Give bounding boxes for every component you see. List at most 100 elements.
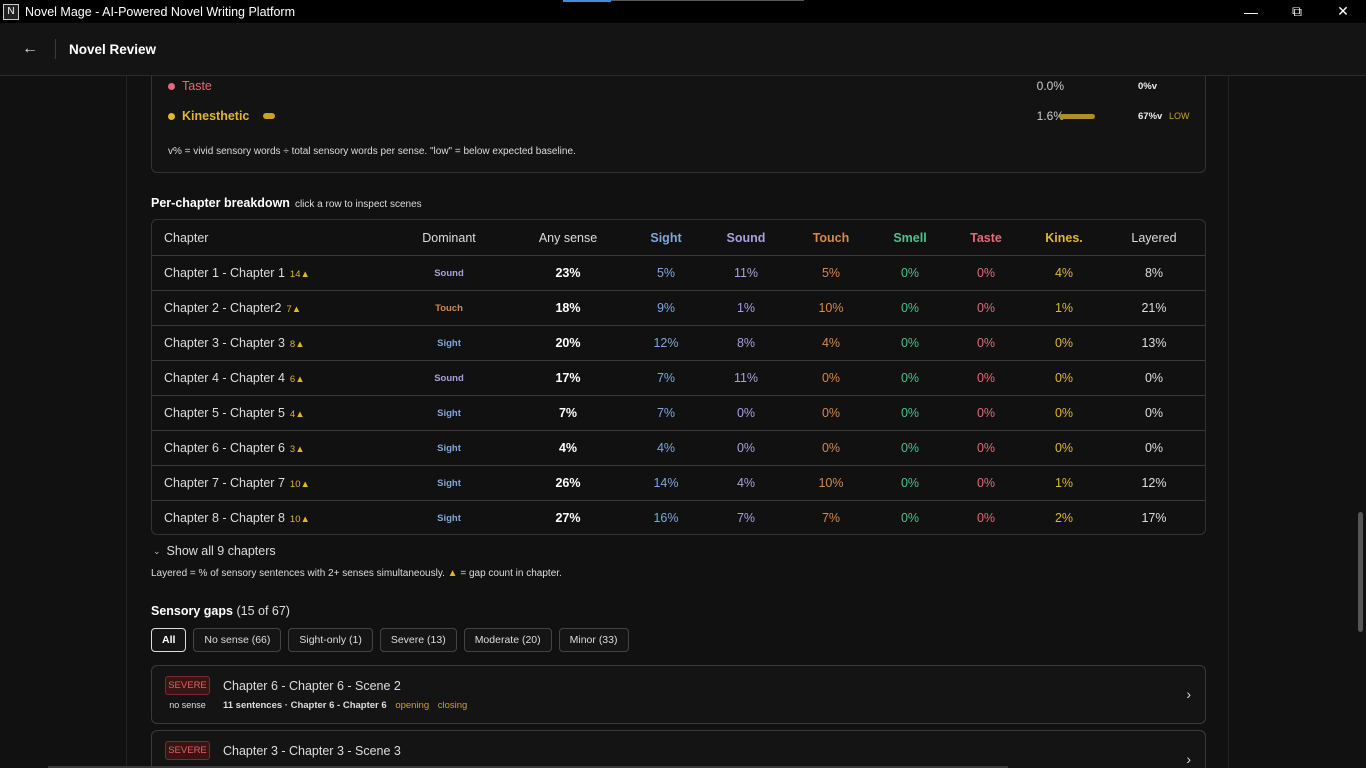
- close-icon[interactable]: ✕: [1337, 3, 1349, 19]
- sense-percent: 1.6%: [1036, 109, 1064, 123]
- table-row[interactable]: Chapter 5 - Chapter 5 4▲ Sight 7% 7% 0% 0% 0% 0%…: [152, 395, 1205, 430]
- chapter-cell: Chapter 7 - Chapter 7 10▲: [164, 476, 310, 490]
- table-row[interactable]: Chapter 1 - Chapter 1 14▲ Sound 23% 5% 11% 5% 0…: [152, 255, 1205, 290]
- sight-cell: 7%: [656, 406, 676, 420]
- gaps-count: (15 of 67): [236, 604, 290, 618]
- smell-cell: 0%: [900, 336, 920, 350]
- any-sense-cell: 7%: [558, 406, 578, 420]
- sight-cell: 12%: [653, 336, 679, 350]
- warning-icon: ▲: [295, 374, 305, 385]
- window-title: Novel Mage - AI-Powered Novel Writing Pl…: [25, 4, 296, 19]
- smell-cell: 0%: [900, 511, 920, 525]
- legend-gap: = gap count in chapter.: [460, 568, 562, 579]
- gap-title: Chapter 6 - Chapter 6 - Scene 2: [223, 679, 401, 693]
- sense-vivid: 67%v: [1138, 110, 1163, 122]
- table-row[interactable]: Chapter 6 - Chapter 6 3▲ Sight 4% 4% 0% 0% 0% 0%…: [152, 430, 1205, 465]
- filter-button[interactable]: Sight-only (1): [288, 628, 373, 652]
- chapter-name: Chapter 6 - Chapter 6: [164, 441, 285, 455]
- table-row[interactable]: Chapter 8 - Chapter 8 10▲ Sight 27% 16% 7% 7% 0…: [152, 500, 1205, 534]
- table-row[interactable]: Chapter 3 - Chapter 3 8▲ Sight 20% 12% 8% 4% 0%…: [152, 325, 1205, 360]
- table-header: Chapter Dominant Any sense Sight Sound T…: [152, 220, 1205, 255]
- back-arrow-icon[interactable]: ←: [22, 40, 38, 57]
- kines-cell: 1%: [1054, 476, 1074, 490]
- taste-cell: 0%: [976, 336, 996, 350]
- layered-cell: 0%: [1144, 441, 1164, 455]
- gap-count-value: 10: [289, 479, 301, 490]
- gap-card[interactable]: SEVERE no sense Chapter 6 - Chapter 6 - …: [151, 665, 1206, 724]
- chapter-cell: Chapter 1 - Chapter 1 14▲: [164, 266, 310, 280]
- smell-cell: 0%: [900, 371, 920, 385]
- sight-cell: 5%: [656, 266, 676, 280]
- dominant-cell: Sight: [437, 442, 461, 454]
- col-any-sense: Any sense: [538, 230, 598, 245]
- dominant-cell: Sound: [434, 267, 464, 279]
- taste-dot-icon: [168, 82, 175, 90]
- gap-count: 4▲: [290, 409, 305, 420]
- gap-count-value: 14: [289, 269, 301, 280]
- gap-count: 8▲: [290, 339, 305, 350]
- filter-button[interactable]: Moderate (20): [463, 628, 552, 652]
- gap-count: 10▲: [290, 514, 310, 525]
- chapter-cell: Chapter 5 - Chapter 5 4▲: [164, 406, 305, 420]
- horizontal-scrollbar[interactable]: [48, 766, 1008, 768]
- touch-cell: 10%: [818, 301, 844, 315]
- gap-meta-text: 11 sentences · Chapter 6 - Chapter 6: [223, 700, 387, 711]
- chapter-name: Chapter 5 - Chapter 5: [164, 406, 285, 420]
- warning-icon: ▲: [447, 568, 458, 579]
- taste-cell: 0%: [976, 371, 996, 385]
- chapter-cell: Chapter 2 - Chapter2 7▲: [164, 301, 301, 315]
- taste-cell: 0%: [976, 511, 996, 525]
- filter-button[interactable]: Severe (13): [379, 628, 457, 652]
- gap-card[interactable]: SEVERE Chapter 3 - Chapter 3 - Scene 3 ›: [151, 730, 1206, 768]
- vertical-scrollbar[interactable]: [1358, 512, 1363, 632]
- chapter-name: Chapter 1 - Chapter 1: [164, 266, 285, 280]
- filter-button[interactable]: All: [151, 628, 187, 652]
- chapter-cell: Chapter 3 - Chapter 3 8▲: [164, 336, 305, 350]
- kinesthetic-dot-icon: [168, 112, 175, 120]
- table-row[interactable]: Chapter 7 - Chapter 7 10▲ Sight 26% 14% 4% 10%…: [152, 465, 1205, 500]
- sight-cell: 14%: [653, 476, 679, 490]
- gap-count-value: 8: [289, 339, 296, 350]
- taste-cell: 0%: [976, 441, 996, 455]
- table-row[interactable]: Chapter 4 - Chapter 4 6▲ Sound 17% 7% 11% 0% 0%…: [152, 360, 1205, 395]
- layered-cell: 0%: [1144, 371, 1164, 385]
- gap-filters: All No sense (66) Sight-only (1) Severe (13…: [151, 628, 629, 652]
- minimize-icon[interactable]: —: [1244, 3, 1258, 20]
- legend-layered: Layered = % of sensory sentences with 2+…: [151, 568, 445, 579]
- show-all-chapters-button[interactable]: ⌄ Show all 9 chapters: [153, 544, 276, 558]
- filter-button[interactable]: Minor (33): [558, 628, 629, 652]
- col-dominant: Dominant: [422, 230, 476, 245]
- sense-low-badge: LOW: [1169, 111, 1190, 121]
- layered-cell: 17%: [1141, 511, 1167, 525]
- gap-count-value: 7: [286, 304, 292, 315]
- chevron-right-icon: ›: [1186, 751, 1191, 767]
- col-kines: Kines.: [1045, 230, 1083, 245]
- sound-cell: 1%: [736, 301, 756, 315]
- smell-cell: 0%: [900, 441, 920, 455]
- header-divider: [55, 39, 56, 59]
- table-row[interactable]: Chapter 2 - Chapter2 7▲ Touch 18% 9% 1% 10% 0% 0…: [152, 290, 1205, 325]
- any-sense-cell: 26%: [555, 476, 581, 490]
- smell-cell: 0%: [900, 266, 920, 280]
- gap-tag: closing: [437, 700, 468, 711]
- sense-vivid: 0%v: [1138, 80, 1158, 92]
- sound-cell: 0%: [736, 441, 756, 455]
- filter-button[interactable]: No sense (66): [193, 628, 282, 652]
- col-chapter: Chapter: [164, 230, 209, 245]
- any-sense-cell: 4%: [558, 441, 578, 455]
- gap-count-value: 3: [289, 444, 296, 455]
- touch-cell: 0%: [821, 441, 841, 455]
- gap-count: 3▲: [290, 444, 305, 455]
- sight-cell: 16%: [653, 511, 679, 525]
- kines-cell: 4%: [1054, 266, 1074, 280]
- dominant-cell: Sight: [437, 337, 461, 349]
- review-content[interactable]: Taste 0.0% 0%v Kinesthetic 1.6% 67%v LOW…: [126, 76, 1229, 768]
- warning-icon: ▲: [300, 269, 310, 280]
- kines-cell: 2%: [1054, 511, 1074, 525]
- sight-cell: 4%: [656, 441, 676, 455]
- restore-icon[interactable]: ⧉: [1292, 3, 1302, 19]
- gap-tag: opening: [395, 700, 430, 711]
- layered-cell: 8%: [1144, 266, 1164, 280]
- chapter-cell: Chapter 8 - Chapter 8 10▲: [164, 511, 310, 525]
- sense-percent: 0.0%: [1036, 79, 1064, 93]
